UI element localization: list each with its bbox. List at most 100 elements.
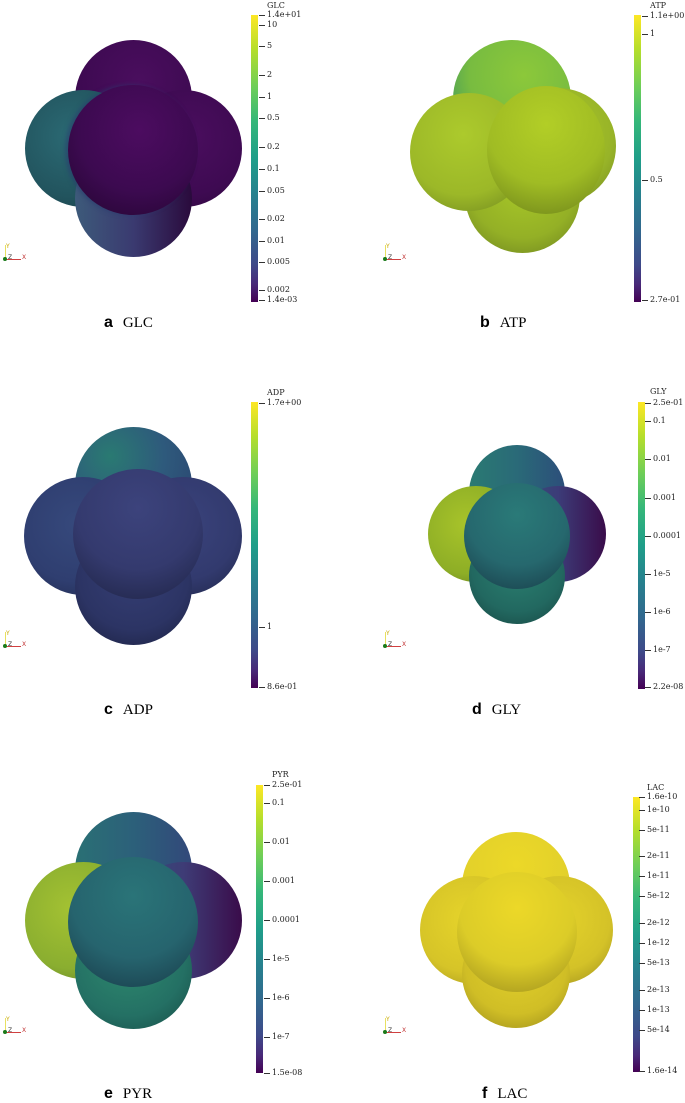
- colorbar-tick: 0.01: [645, 454, 671, 463]
- sphere-cluster-render: [370, 380, 620, 670]
- panel-caption: c ADP: [104, 700, 153, 719]
- panel-c-adp: Y Z X ADP 1.7e+00 1 8.6e-01 c ADP: [0, 380, 330, 720]
- colorbar-title: ADP: [267, 388, 285, 397]
- colorbar-tick: 5e-13: [639, 958, 670, 967]
- colorbar-tick: 10: [258, 20, 278, 29]
- colorbar-max-label: 2.5e-01: [644, 398, 684, 407]
- colorbar-tick: 2e-13: [639, 985, 670, 994]
- colorbar-tick: 2: [258, 70, 273, 79]
- colorbar-tick: 0.5: [259, 113, 280, 122]
- panel-letter: f: [482, 1085, 488, 1102]
- sphere-front: [68, 85, 198, 215]
- colorbar: [633, 797, 640, 1072]
- colorbar-tick: 0.1: [645, 416, 666, 425]
- colorbar-tick: 1e-11: [639, 871, 670, 880]
- colorbar: [634, 15, 641, 302]
- colorbar-tick: 1e-7: [645, 645, 671, 654]
- panel-name: LAC: [497, 1086, 528, 1102]
- colorbar-tick: 1e-12: [639, 938, 670, 947]
- orientation-axes: Y Z X: [382, 243, 408, 263]
- colorbar-min-label: 2.2e-08: [644, 682, 684, 691]
- panel-b-atp: Y Z X ATP 1.1e+00 1 0.5 2.7e-01 b ATP: [370, 0, 685, 340]
- colorbar-tick: 0.01: [264, 837, 290, 846]
- panel-e-pyr: Y Z X PYR 2.5e-01 0.1 0.01 0.001 0.0001 …: [0, 760, 330, 1103]
- colorbar-tick: 0.02: [259, 214, 285, 223]
- panel-caption: e PYR: [104, 1084, 152, 1103]
- colorbar-tick: 2e-12: [639, 918, 670, 927]
- sphere-cluster-render: [370, 0, 620, 260]
- colorbar: [638, 402, 645, 689]
- colorbar-title: PYR: [272, 770, 289, 779]
- colorbar-tick: 1e-7: [264, 1032, 290, 1041]
- colorbar-min-label: 1.5e-08: [263, 1068, 303, 1077]
- sphere-cluster-render: [0, 0, 250, 260]
- colorbar-tick: 1e-5: [645, 569, 671, 578]
- panel-letter: e: [104, 1085, 113, 1102]
- colorbar-tick: 1: [258, 92, 273, 101]
- orientation-axes: Y Z X: [2, 1016, 28, 1036]
- colorbar: [256, 785, 263, 1073]
- colorbar-tick: 0.0001: [645, 531, 681, 540]
- panel-caption: b ATP: [480, 313, 526, 332]
- colorbar-tick: 1e-5: [264, 954, 290, 963]
- colorbar-tick: 1e-6: [264, 993, 290, 1002]
- colorbar-max-label: 1.4e+01: [258, 10, 302, 19]
- orientation-axes: Y Z X: [2, 243, 28, 263]
- colorbar-title: ATP: [650, 1, 667, 10]
- colorbar-max-label: 2.5e-01: [263, 780, 303, 789]
- panel-caption: f LAC: [482, 1084, 527, 1103]
- colorbar-tick: 0.1: [259, 164, 280, 173]
- colorbar-tick: 0.05: [259, 186, 285, 195]
- panel-name: GLC: [122, 315, 153, 331]
- colorbar: [251, 15, 258, 302]
- sphere-cluster-render: [370, 760, 620, 1050]
- colorbar-tick: 0.001: [645, 493, 676, 502]
- panel-name: GLY: [491, 702, 522, 718]
- panel-letter: b: [480, 314, 490, 331]
- colorbar-tick: 0.5: [642, 175, 663, 184]
- orientation-axes: Y Z X: [2, 630, 28, 650]
- panel-name: ADP: [122, 702, 153, 718]
- panel-caption: a GLC: [104, 313, 153, 332]
- colorbar-max-label: 1.7e+00: [258, 398, 302, 407]
- panel-letter: c: [104, 701, 113, 718]
- colorbar-tick: 5e-11: [639, 825, 670, 834]
- colorbar-tick: 0.0001: [264, 915, 300, 924]
- colorbar-tick: 1e-13: [639, 1005, 670, 1014]
- orientation-axes: Y Z X: [382, 1016, 408, 1036]
- colorbar-tick: 0.002: [259, 285, 290, 294]
- colorbar-max-label: 1.6e-10: [638, 792, 678, 801]
- panel-name: PYR: [122, 1086, 153, 1102]
- colorbar-title: GLY: [650, 387, 667, 396]
- colorbar-tick: 0.01: [259, 236, 285, 245]
- panel-d-gly: Y Z X GLY 2.5e-01 0.1 0.01 0.001 0.0001 …: [370, 380, 685, 720]
- colorbar-tick: 5e-14: [639, 1025, 670, 1034]
- panel-a-glc: Y Z X GLC 1.4e+01 10 5 2 1 0.5 0.2 0.1 0…: [0, 0, 330, 340]
- colorbar-tick: 1e-6: [645, 607, 671, 616]
- colorbar-max-label: 1.1e+00: [641, 11, 685, 20]
- panel-f-lac: Y Z X LAC 1.6e-10 1e-10 5e-11 2e-11 1e-1…: [370, 760, 685, 1103]
- colorbar-min-label: 8.6e-01: [258, 682, 298, 691]
- panel-name: ATP: [499, 315, 527, 331]
- sphere-cluster-render: [0, 760, 250, 1050]
- colorbar-tick: 1: [258, 622, 273, 631]
- orientation-axes: Y Z X: [382, 630, 408, 650]
- sphere-front: [68, 857, 198, 987]
- colorbar-min-label: 1.4e-03: [258, 295, 298, 304]
- panel-letter: d: [472, 701, 482, 718]
- panel-letter: a: [104, 314, 113, 331]
- sphere-front: [457, 872, 577, 992]
- colorbar-title: LAC: [647, 783, 665, 792]
- panel-caption: d GLY: [472, 700, 521, 719]
- sphere-front: [487, 86, 605, 214]
- sphere-cluster-render: [0, 380, 250, 670]
- sphere-front: [464, 483, 570, 589]
- colorbar-min-label: 1.6e-14: [638, 1066, 678, 1075]
- colorbar-tick: 0.1: [264, 798, 285, 807]
- sphere-front: [73, 469, 203, 599]
- colorbar-tick: 0.001: [264, 876, 295, 885]
- colorbar-tick: 5: [258, 41, 273, 50]
- colorbar-tick: 1e-10: [639, 805, 670, 814]
- colorbar: [251, 402, 258, 688]
- colorbar-title: GLC: [267, 1, 285, 10]
